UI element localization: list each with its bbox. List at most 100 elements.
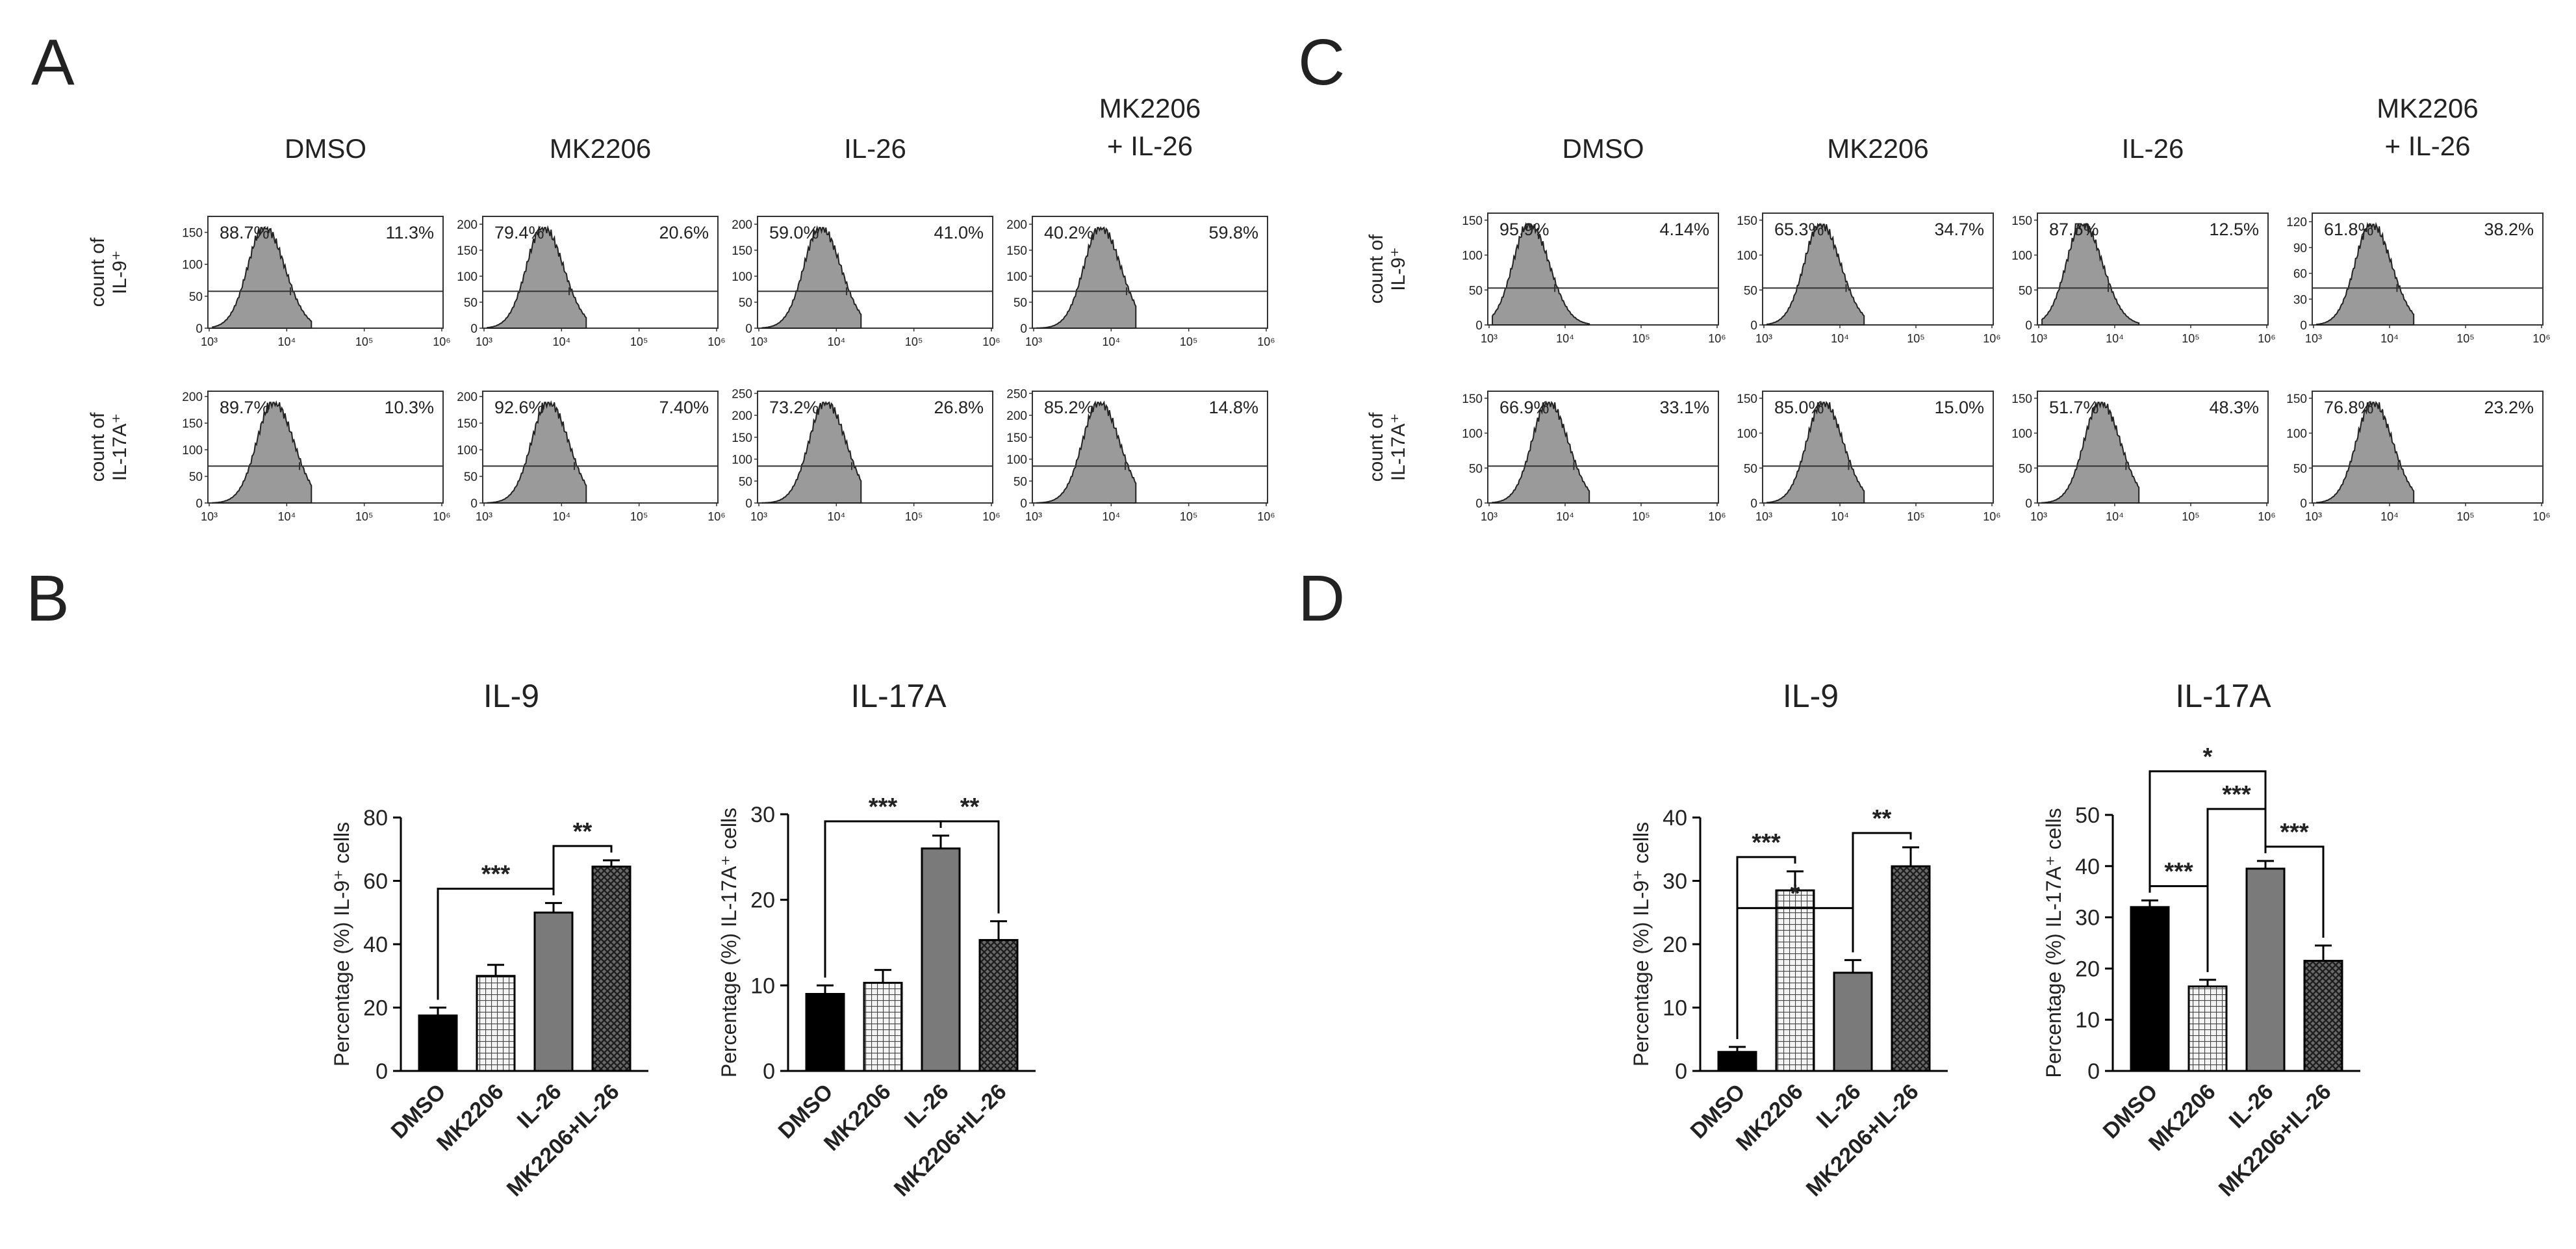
condition-label: IL-26	[2122, 133, 2184, 164]
x-tick-label: 10³	[1481, 510, 1498, 523]
x-tick-label: 10³	[1755, 510, 1772, 523]
x-tick-label: 10⁴	[552, 335, 570, 348]
condition-label-line: MK2206	[1099, 93, 1201, 123]
row-label-il17: count ofIL-17A⁺	[87, 412, 131, 482]
percent-positive: 14.8%	[1208, 398, 1258, 417]
category-label: IL-26	[1812, 1079, 1866, 1133]
percent-positive: 34.7%	[1934, 220, 1984, 239]
y-tick-label: 60	[363, 869, 388, 894]
percent-negative: 85.0%	[1774, 398, 1824, 417]
y-tick-label: 0	[196, 322, 203, 336]
x-tick-label: 10³	[2030, 510, 2047, 523]
condition-label-line: DMSO	[285, 133, 366, 164]
condition-label-line: IL-26	[844, 133, 906, 164]
significance-label: **	[960, 793, 980, 821]
condition-label-line: + IL-26	[1107, 131, 1193, 161]
condition-label-line: MK2206	[550, 133, 651, 164]
y-tick-label: 150	[1462, 214, 1483, 228]
percent-negative: 65.3%	[1774, 220, 1824, 239]
percent-negative: 40.2%	[1044, 223, 1094, 242]
y-tick-label: 150	[182, 417, 203, 431]
percent-negative: 89.7%	[220, 398, 270, 417]
y-tick-label: 50	[1014, 296, 1027, 310]
percent-positive: 59.8%	[1208, 223, 1258, 242]
x-tick-label: 10³	[2030, 332, 2047, 345]
y-tick-label: 100	[2286, 428, 2307, 441]
x-tick-label: 10³	[750, 335, 767, 348]
y-axis-label: Percentage (%) IL-9⁺ cells	[330, 822, 353, 1066]
condition-label-line: IL-26	[2122, 133, 2184, 164]
bar-chart-b-il-17a: IL-17A 0 10 20 30 Percentage (%) IL-17A⁺ cell…	[717, 678, 1036, 1202]
x-tick-label: 10⁵	[1180, 510, 1197, 523]
percent-negative: 92.6%	[494, 398, 544, 417]
percent-positive: 4.14%	[1659, 220, 1709, 239]
x-tick-label: 10⁶	[1257, 510, 1275, 523]
y-tick-label: 60	[2293, 268, 2307, 281]
histogram-curve	[1766, 222, 1865, 326]
figure-layer: A B C D DMSO MK2206 IL-26 MK2206 + IL-26 count of…	[26, 26, 2551, 1202]
bar	[2245, 868, 2286, 1072]
y-tick-label: 150	[1737, 214, 1757, 228]
bar	[533, 911, 574, 1072]
y-tick-label: 150	[2011, 393, 2032, 406]
chart-title: IL-9	[1783, 678, 1839, 714]
y-tick-label: 50	[2019, 462, 2032, 476]
y-tick-label: 250	[732, 387, 752, 401]
bar	[1717, 1051, 1757, 1072]
significance-label: ***	[2222, 781, 2251, 808]
percent-negative: 61.8%	[2324, 220, 2374, 239]
x-tick-label: 10³	[201, 335, 218, 348]
x-tick-label: 10⁶	[982, 510, 1000, 523]
percent-negative: 76.8%	[2324, 398, 2374, 417]
row-label-line: count of	[87, 412, 108, 482]
significance-bracket	[1736, 907, 1854, 1039]
y-tick-label: 0	[1020, 497, 1027, 511]
y-tick-label: 10	[2075, 1008, 2100, 1033]
significance-label: *	[1791, 880, 1800, 907]
x-tick-label: 10⁶	[1983, 332, 2000, 345]
y-tick-label: 80	[363, 806, 388, 831]
y-tick-label: 50	[189, 290, 203, 304]
row-label-line: IL-17A⁺	[109, 413, 131, 481]
x-tick-label: 10³	[1025, 510, 1042, 523]
x-tick-label: 10⁵	[2456, 510, 2474, 523]
y-tick-label: 100	[732, 454, 752, 467]
y-tick-label: 0	[745, 497, 752, 511]
condition-label-line: MK2206	[2377, 93, 2478, 123]
y-tick-label: 200	[732, 409, 752, 423]
x-tick-label: 10³	[201, 510, 218, 523]
significance-label: **	[573, 818, 593, 845]
y-tick-label: 200	[182, 391, 203, 404]
condition-label: MK2206 + IL-26	[1099, 93, 1201, 161]
condition-label: MK2206	[550, 133, 651, 164]
x-tick-label: 10⁵	[2456, 332, 2474, 345]
x-tick-label: 10⁵	[905, 335, 923, 348]
x-tick-label: 10³	[750, 510, 767, 523]
y-tick-label: 100	[1006, 454, 1027, 467]
y-tick-label: 0	[1475, 497, 1483, 511]
percent-positive: 23.2%	[2484, 398, 2534, 417]
percent-positive: 11.3%	[385, 223, 434, 242]
y-tick-label: 50	[1469, 462, 1483, 476]
y-axis-label: Percentage (%) IL-17A⁺ cells	[717, 808, 741, 1077]
panel-label-b: B	[26, 562, 70, 635]
row-label-il17: count ofIL-17A⁺	[1366, 412, 1409, 482]
category-label: IL-26	[2225, 1079, 2278, 1133]
y-tick-label: 100	[1462, 428, 1483, 441]
y-axis-label: Percentage (%) IL-9⁺ cells	[1629, 822, 1653, 1066]
x-tick-label: 10⁶	[1983, 510, 2000, 523]
bar	[1833, 972, 1873, 1072]
condition-label-line: + IL-26	[2385, 131, 2471, 161]
y-tick-label: 0	[745, 322, 752, 336]
y-tick-label: 40	[1663, 806, 1687, 831]
x-tick-label: 10⁶	[2258, 332, 2275, 345]
condition-label: DMSO	[285, 133, 366, 164]
x-tick-label: 10⁵	[2182, 332, 2199, 345]
y-tick-label: 40	[363, 933, 388, 957]
